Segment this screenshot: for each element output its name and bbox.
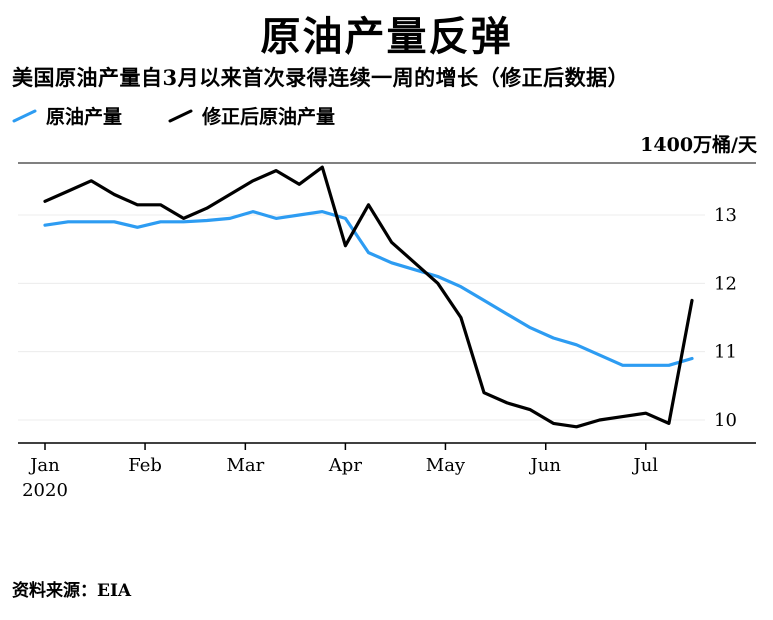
chart-subtitle: 美国原油产量自3月以来首次录得连续一周的增长（修正后数据） <box>12 65 630 90</box>
legend-marker-crude-output-icon <box>12 109 37 122</box>
series-line-revised-crude-output <box>43 165 694 429</box>
source-note: 资料来源：EIA <box>12 581 132 601</box>
x-tick-label-Jun: Jun <box>529 455 562 476</box>
y-tick-label-10: 10 <box>714 410 737 431</box>
series-line-crude-output <box>43 209 694 367</box>
chart-svg: 13 12 11 10 Jan 2020 Feb Mar Apr May Jun Jul <box>18 162 756 501</box>
y-tick-label-13: 13 <box>714 205 737 226</box>
legend-item-crude-output: 原油产量 <box>12 102 122 129</box>
x-tick-label-Apr: Apr <box>328 455 363 476</box>
y-tick-label-12: 12 <box>714 273 737 294</box>
page-title: 原油产量反弹 <box>260 13 513 60</box>
legend-label-revised-crude-output: 修正后原油产量 <box>202 106 336 128</box>
y-tick-label-11: 11 <box>714 342 737 363</box>
chart-area: 13 12 11 10 Jan 2020 Feb Mar Apr May Jun Jul <box>0 150 773 514</box>
legend-marker-revised-crude-output-icon <box>168 109 193 122</box>
x-tick-label-Jul: Jul <box>631 455 658 476</box>
legend-item-revised-crude-output: 修正后原油产量 <box>168 102 335 129</box>
legend-label-crude-output: 原油产量 <box>46 106 123 128</box>
axis-unit-label: 1400万桶/天 <box>640 134 757 156</box>
x-tick-label-Feb: Feb <box>128 455 162 476</box>
x-tick-label-May: May <box>426 455 466 476</box>
x-axis-year-label: 2020 <box>22 480 68 501</box>
x-tick-label-Jan: Jan <box>28 455 60 476</box>
x-tick-label-Mar: Mar <box>226 455 264 476</box>
chart-legend: 原油产量 修正后原油产量 <box>12 102 335 129</box>
